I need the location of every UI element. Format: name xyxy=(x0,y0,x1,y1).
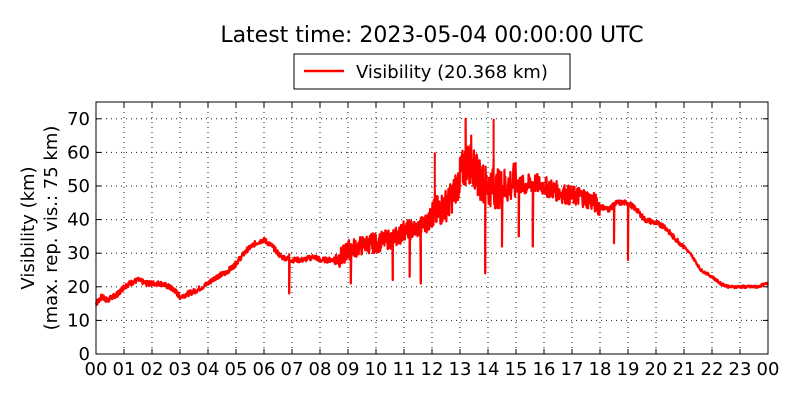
y-tick-label: 0 xyxy=(79,344,90,365)
x-tick-label: 00 xyxy=(85,359,108,380)
x-tick-label: 23 xyxy=(729,359,752,380)
y-tick-label: 50 xyxy=(67,176,90,197)
x-tick-label: 21 xyxy=(673,359,696,380)
x-tick-label: 04 xyxy=(197,359,220,380)
x-tick-label: 13 xyxy=(449,359,472,380)
x-tick-label: 14 xyxy=(477,359,500,380)
x-tick-labels: 00 01 02 03 04 05 06 07 08 09 10 11 12 13 14 15 16 17 18 19… xyxy=(85,359,780,380)
y-tick-label: 10 xyxy=(67,310,90,331)
x-tick-label: 17 xyxy=(561,359,584,380)
x-tick-label: 20 xyxy=(645,359,668,380)
x-tick-label: 15 xyxy=(505,359,528,380)
y-tick-label: 60 xyxy=(67,142,90,163)
series xyxy=(94,117,769,307)
y-axis-label-line1: Visibility (km) xyxy=(18,166,39,289)
legend: Visibility (20.368 km) xyxy=(293,53,571,90)
x-tick-label: 18 xyxy=(589,359,612,380)
chart-title: Latest time: 2023-05-04 00:00:00 UTC xyxy=(220,23,643,48)
x-tick-label: 12 xyxy=(421,359,444,380)
x-tick-label: 01 xyxy=(113,359,136,380)
y-tick-label: 70 xyxy=(67,109,90,130)
x-tick-label: 07 xyxy=(281,359,304,380)
x-tick-label: 00 xyxy=(757,359,780,380)
x-tick-label: 03 xyxy=(169,359,192,380)
x-tick-label: 22 xyxy=(701,359,724,380)
y-tick-label: 40 xyxy=(67,210,90,231)
y-tick-label: 20 xyxy=(67,277,90,298)
x-tick-label: 05 xyxy=(225,359,248,380)
x-tick-label: 08 xyxy=(309,359,332,380)
y-tick-label: 30 xyxy=(67,243,90,264)
x-tick-label: 10 xyxy=(365,359,388,380)
y-axis-label-line2: (max. rep. vis.: 75 km) xyxy=(41,126,62,331)
x-tick-label: 02 xyxy=(141,359,164,380)
x-tick-label: 06 xyxy=(253,359,276,380)
plot-frame xyxy=(95,101,769,355)
legend-label: Visibility (20.368 km) xyxy=(356,62,548,83)
x-tick-label: 19 xyxy=(617,359,640,380)
series-line xyxy=(94,117,769,307)
x-tick-label: 11 xyxy=(393,359,416,380)
x-tick-label: 09 xyxy=(337,359,360,380)
x-tick-label: 16 xyxy=(533,359,556,380)
y-tick-labels: 0 10 20 30 40 50 60 70 xyxy=(67,109,90,365)
